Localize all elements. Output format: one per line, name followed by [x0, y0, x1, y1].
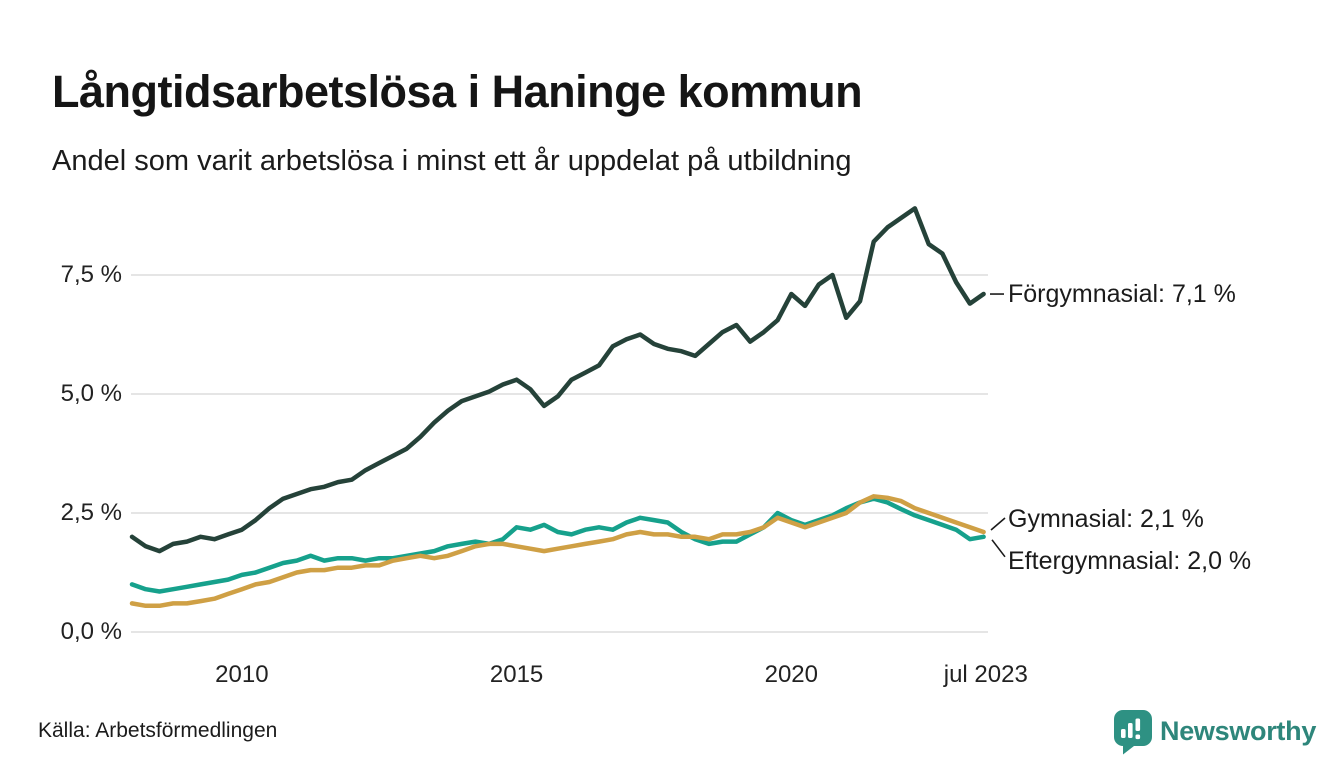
- newsworthy-logo-icon: [1114, 710, 1152, 755]
- y-axis-tick-label: 7,5 %: [60, 261, 122, 288]
- series-end-label-eftergymnasial: Eftergymnasial: 2,0 %: [1008, 546, 1252, 575]
- series-line-gymnasial: [129, 494, 986, 609]
- leader-line-gymnasial: [990, 517, 1006, 531]
- source-note: Källa: Arbetsförmedlingen: [38, 719, 278, 742]
- x-axis-tick-label: jul 2023: [943, 661, 1028, 688]
- series-line-förgymnasial: [129, 206, 986, 554]
- x-axis-tick-label: 2010: [215, 661, 269, 688]
- series-end-label-förgymnasial: Förgymnasial: 7,1 %: [1008, 280, 1236, 309]
- leader-line-eftergymnasial: [991, 539, 1006, 558]
- y-axis-tick-label: 2,5 %: [60, 499, 122, 526]
- y-axis-tick-label: 5,0 %: [60, 380, 122, 407]
- brand-logo: Newsworthy: [1112, 708, 1316, 755]
- x-axis-tick-label: 2015: [489, 661, 544, 688]
- chart-subtitle: Andel som varit arbetslösa i minst ett å…: [52, 145, 852, 177]
- x-axis-tick-label: 2020: [764, 661, 818, 688]
- brand-wordmark: Newsworthy: [1160, 716, 1317, 746]
- chart-title: Långtidsarbetslösa i Haninge kommun: [52, 66, 863, 118]
- series-line-eftergymnasial: [129, 496, 986, 594]
- series-end-label-gymnasial: Gymnasial: 2,1 %: [1008, 505, 1204, 534]
- y-axis-tick-label: 0,0 %: [60, 618, 122, 645]
